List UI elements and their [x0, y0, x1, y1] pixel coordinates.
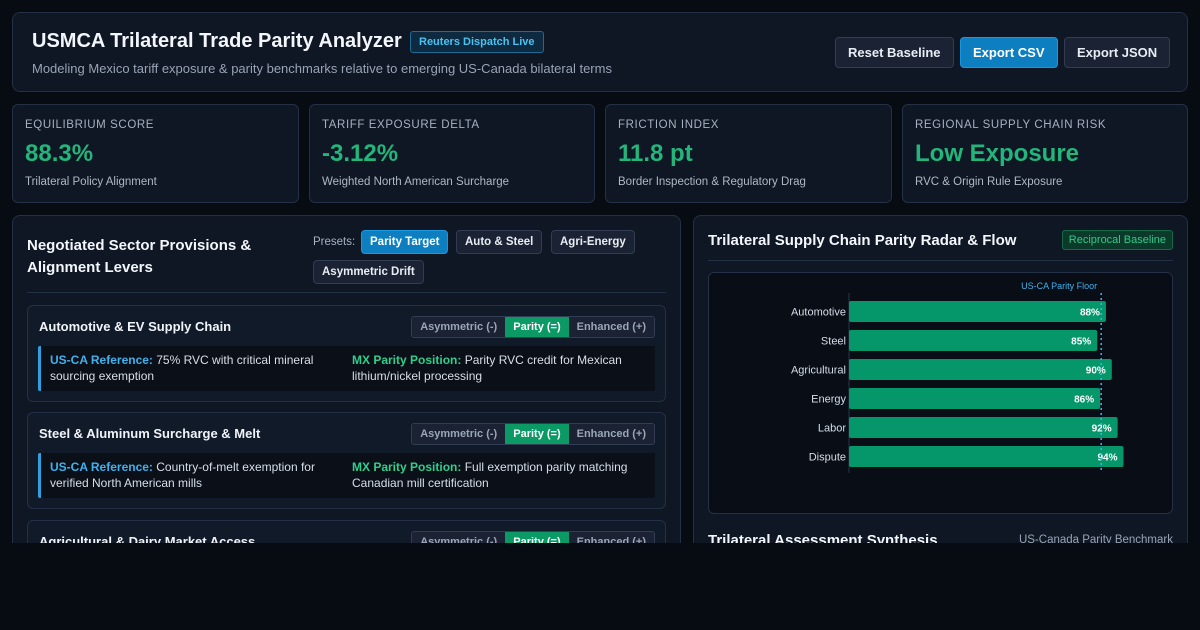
us-ca-reference: US-CA Reference: 75% RVC with critical m… [50, 352, 335, 384]
alignment-levers-panel: Negotiated Sector Provisions & Alignment… [12, 215, 681, 617]
reference-key: US-CA Reference: [50, 460, 153, 474]
kpi-value: Low Exposure [915, 140, 1080, 167]
position-key: MX Parity Position: [352, 353, 462, 367]
bar-category-label: Energy [811, 394, 846, 406]
bar-value-label: 88% [1080, 308, 1100, 319]
preset-parity-target[interactable]: Parity Target [361, 230, 449, 254]
live-status-badge: Reuters Dispatch Live [410, 31, 544, 53]
kpi-friction-index: FRICTION INDEX 11.8 pt Border Inspection… [605, 104, 892, 203]
kpi-description: Border Inspection & Regulatory Drag [618, 176, 806, 188]
bar-category-label: Dispute [809, 452, 846, 464]
bar-value-label: 94% [1097, 453, 1117, 464]
export-csv-button[interactable]: Export CSV [960, 37, 1058, 68]
option-enhanced[interactable]: Enhanced (+) [568, 317, 654, 337]
alignment-toggle: Asymmetric (-) Parity (=) Enhanced (+) [411, 316, 655, 338]
divider [27, 292, 666, 293]
page-title: USMCA Trilateral Trade Parity Analyzer [32, 30, 402, 52]
bar-category-label: Steel [821, 336, 846, 348]
bar-value-label: 86% [1074, 395, 1094, 406]
preset-agri-energy[interactable]: Agri-Energy [551, 230, 635, 254]
reference-key: US-CA Reference: [50, 353, 153, 367]
option-asymmetric[interactable]: Asymmetric (-) [412, 424, 506, 444]
alignment-toggle: Asymmetric (-) Parity (=) Enhanced (+) [411, 423, 655, 445]
reset-baseline-button[interactable]: Reset Baseline [835, 37, 954, 68]
reference-text: Country-of-melt exemption for verified N… [50, 460, 315, 490]
header: USMCA Trilateral Trade Parity Analyzer R… [12, 12, 1188, 92]
sector-automotive: Automotive & EV Supply Chain Asymmetric … [27, 305, 666, 402]
kpi-label: EQUILIBRIUM SCORE [25, 119, 155, 131]
preset-auto-steel[interactable]: Auto & Steel [456, 230, 543, 254]
sector-detail: US-CA Reference: 75% RVC with critical m… [38, 346, 655, 391]
bar-value-label: 85% [1071, 337, 1091, 348]
kpi-tariff-exposure-delta: TARIFF EXPOSURE DELTA -3.12% Weighted No… [309, 104, 595, 203]
kpi-equilibrium-score: EQUILIBRIUM SCORE 88.3% Trilateral Polic… [12, 104, 299, 203]
page-subtitle: Modeling Mexico tariff exposure & parity… [32, 61, 612, 76]
viewport-bottom [0, 543, 1200, 630]
sector-title: Automotive & EV Supply Chain [39, 319, 232, 334]
kpi-label: FRICTION INDEX [618, 119, 720, 131]
bar-labor [849, 417, 1118, 438]
preset-asymmetric-drift[interactable]: Asymmetric Drift [313, 260, 424, 284]
mx-parity-position: MX Parity Position: Parity RVC credit fo… [352, 352, 647, 384]
parity-bar-chart: Automotive 88% Steel 85% Agricultural 90% Ener… [791, 281, 1124, 473]
kpi-label: REGIONAL SUPPLY CHAIN RISK [915, 119, 1107, 131]
radar-title: Trilateral Supply Chain Parity Radar & F… [708, 232, 1017, 249]
kpi-description: Trilateral Policy Alignment [25, 176, 157, 188]
sector-title: Steel & Aluminum Surcharge & Melt [39, 426, 261, 441]
bar-dispute [849, 446, 1124, 467]
kpi-description: RVC & Origin Rule Exposure [915, 176, 1063, 188]
divider [708, 260, 1173, 261]
reciprocal-baseline-badge: Reciprocal Baseline [1061, 230, 1173, 250]
parity-radar-panel: Trilateral Supply Chain Parity Radar & F… [693, 215, 1188, 555]
position-text: Full exemption parity matching Canadian … [352, 460, 628, 490]
parity-floor-label: US-CA Parity Floor [1021, 281, 1097, 291]
option-parity[interactable]: Parity (=) [505, 317, 569, 337]
bar-steel [849, 330, 1098, 351]
kpi-regional-supply-chain-risk: REGIONAL SUPPLY CHAIN RISK Low Exposure … [902, 104, 1188, 203]
option-asymmetric[interactable]: Asymmetric (-) [412, 317, 506, 337]
mx-parity-position: MX Parity Position: Full exemption parit… [352, 459, 647, 491]
kpi-label: TARIFF EXPOSURE DELTA [322, 119, 480, 131]
reference-text: 75% RVC with critical mineral sourcing e… [50, 353, 314, 383]
bar-category-label: Automotive [791, 307, 846, 319]
position-key: MX Parity Position: [352, 460, 462, 474]
kpi-value: 11.8 pt [618, 140, 693, 167]
kpi-description: Weighted North American Surcharge [322, 176, 510, 188]
bar-energy [849, 388, 1101, 409]
export-json-button[interactable]: Export JSON [1064, 37, 1171, 68]
kpi-value: -3.12% [322, 140, 399, 167]
bar-value-label: 90% [1086, 366, 1106, 377]
us-ca-reference: US-CA Reference: Country-of-melt exempti… [50, 459, 335, 491]
levers-title: Negotiated Sector Provisions & Alignment… [27, 237, 252, 276]
option-parity[interactable]: Parity (=) [505, 424, 569, 444]
bar-category-label: Agricultural [791, 365, 846, 377]
sector-steel-aluminum: Steel & Aluminum Surcharge & Melt Asymme… [27, 412, 666, 509]
bar-agricultural [849, 359, 1112, 380]
option-enhanced[interactable]: Enhanced (+) [568, 424, 654, 444]
bar-category-label: Labor [818, 423, 846, 435]
presets-label: Presets: [313, 236, 356, 248]
parity-bar-chart-container: Automotive 88% Steel 85% Agricultural 90% Ener… [708, 272, 1173, 514]
position-text: Parity RVC credit for Mexican lithium/ni… [352, 353, 622, 383]
bar-automotive [849, 301, 1106, 322]
kpi-value: 88.3% [25, 140, 94, 167]
sector-detail: US-CA Reference: Country-of-melt exempti… [38, 453, 655, 498]
